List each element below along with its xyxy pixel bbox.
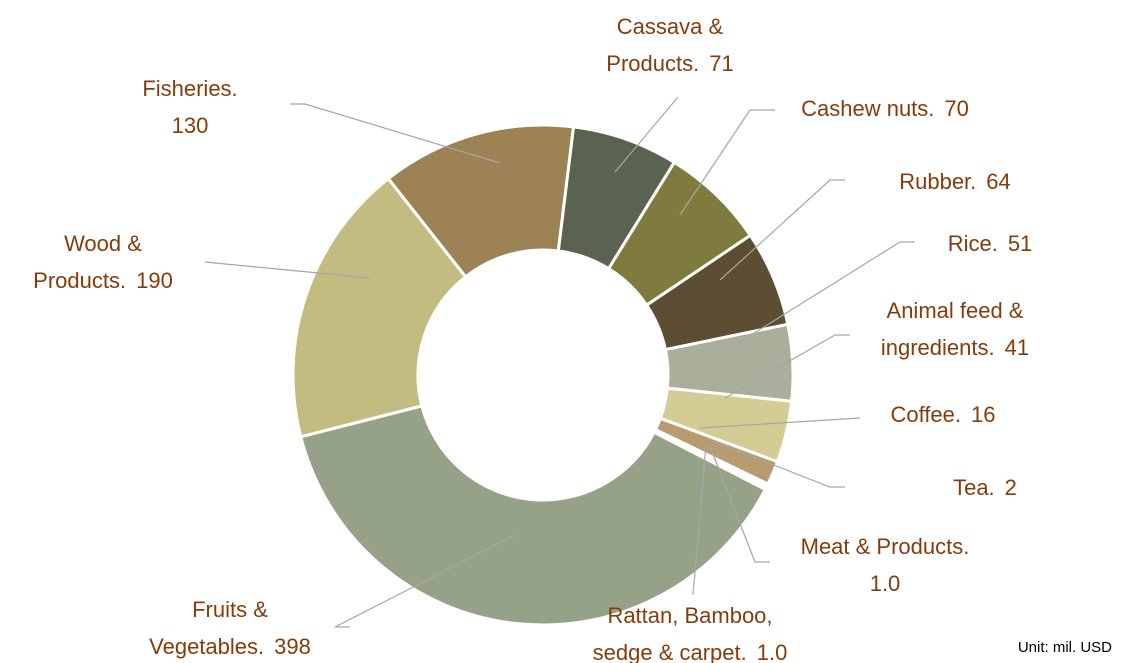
leader-line xyxy=(334,534,516,628)
leader-line xyxy=(290,103,501,164)
leader-line xyxy=(614,96,679,173)
value-label: 51 xyxy=(1008,231,1032,256)
leader-line xyxy=(708,443,770,563)
data-label: Fisheries. xyxy=(142,76,237,101)
value-label: 64 xyxy=(986,169,1010,194)
leader-line xyxy=(711,440,845,488)
slice xyxy=(653,416,780,487)
slice xyxy=(386,123,576,279)
data-label: Cassava & Products. xyxy=(606,14,729,76)
data-label: Rattan, Bamboo, sedge & carpet. xyxy=(593,603,779,663)
leader-line xyxy=(719,179,845,281)
leader-line xyxy=(724,334,850,399)
leader-line xyxy=(734,241,915,346)
data-label: Meat & Products. xyxy=(801,534,970,559)
data-label: Coffee. xyxy=(890,402,961,427)
leader-line xyxy=(679,109,775,216)
slice xyxy=(298,404,768,627)
value-label: 398 xyxy=(274,634,311,659)
value-label: 70 xyxy=(944,96,968,121)
leader-line xyxy=(692,444,707,596)
value-label: 130 xyxy=(172,113,209,138)
value-label: 190 xyxy=(136,268,173,293)
data-label: Rice. xyxy=(948,231,998,256)
data-label: Wood & Products. xyxy=(33,231,148,293)
leader-line xyxy=(204,261,371,279)
data-label: Tea. xyxy=(953,475,995,500)
data-label: Animal feed & ingredients. xyxy=(881,298,1030,360)
value-label: 16 xyxy=(971,402,995,427)
data-label: Fruits & Vegetables. xyxy=(149,597,274,659)
data-label: Rubber. xyxy=(899,169,976,194)
value-label: 71 xyxy=(709,51,733,76)
unit-note: Unit: mil. USD xyxy=(1018,639,1112,656)
value-label: 1.0 xyxy=(870,571,901,596)
value-label: 2 xyxy=(1005,475,1017,500)
value-label: 41 xyxy=(1005,335,1029,360)
data-label: Cashew nuts. xyxy=(801,96,934,121)
leader-line xyxy=(699,417,861,429)
slice xyxy=(291,176,468,439)
value-label: 1.0 xyxy=(757,640,788,663)
